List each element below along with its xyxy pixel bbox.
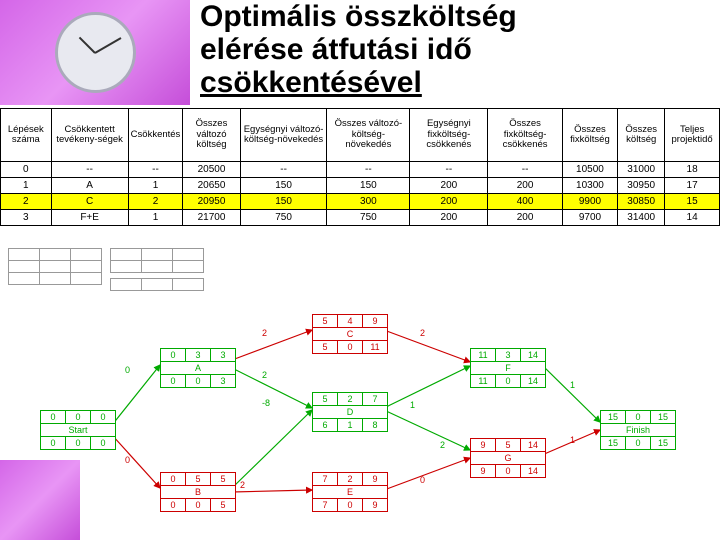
table-cell: 10300: [562, 178, 617, 194]
table-row: 2C22095015030020040099003085015: [1, 194, 720, 210]
table-cell: 150: [327, 178, 410, 194]
col-header: Összes költség: [618, 109, 665, 162]
col-header: Egységnyi fixköltség-csökkenés: [410, 109, 488, 162]
clock-decoration-top: [0, 0, 190, 105]
edge-label: -8: [262, 398, 270, 408]
node-d: 527D618: [312, 392, 388, 432]
table-cell: 15: [665, 194, 720, 210]
table-cell: 20950: [183, 194, 240, 210]
table-cell: 31400: [618, 210, 665, 226]
col-header: Összes változó-költség-növekedés: [327, 109, 410, 162]
table-row: 3F+E12170075075020020097003140014: [1, 210, 720, 226]
col-header: Teljes projektidő: [665, 109, 720, 162]
table-cell: 14: [665, 210, 720, 226]
table-cell: 30950: [618, 178, 665, 194]
table-row: 0----20500--------105003100018: [1, 162, 720, 178]
col-header: Egységnyi változó-költség-növekedés: [240, 109, 327, 162]
edge-label: 0: [420, 475, 425, 485]
table-cell: 200: [410, 194, 488, 210]
edge-label: 0: [125, 365, 130, 375]
table-cell: 1: [128, 178, 183, 194]
title-line-2: elérése átfutási idő: [200, 33, 472, 66]
table-cell: 20650: [183, 178, 240, 194]
edge-label: 2: [420, 328, 425, 338]
node-c: 549C5011: [312, 314, 388, 354]
network-diagram: 000Start000 033A003 055B005 549C5011 527D618…: [40, 310, 680, 530]
table-cell: 300: [327, 194, 410, 210]
table-cell: 20500: [183, 162, 240, 178]
edge-label: 0: [125, 455, 130, 465]
table-cell: --: [327, 162, 410, 178]
col-header: Lépések száma: [1, 109, 52, 162]
table-cell: 400: [488, 194, 562, 210]
table-cell: 9900: [562, 194, 617, 210]
table-cell: 18: [665, 162, 720, 178]
table-cell: --: [51, 162, 128, 178]
table-cell: 2: [1, 194, 52, 210]
table-cell: --: [128, 162, 183, 178]
table-cell: 750: [327, 210, 410, 226]
table-cell: 150: [240, 178, 327, 194]
table-cell: 31000: [618, 162, 665, 178]
table-cell: 17: [665, 178, 720, 194]
col-header: Összes fixköltség: [562, 109, 617, 162]
table-cell: 200: [410, 178, 488, 194]
table-cell: 200: [488, 178, 562, 194]
node-finish: 15015Finish15015: [600, 410, 676, 450]
page-title: Optimális összköltség elérése átfutási i…: [200, 0, 517, 99]
table-cell: F+E: [51, 210, 128, 226]
table-cell: 200: [488, 210, 562, 226]
title-line-3: csökkentésével: [200, 66, 422, 99]
col-header: Csökkentés: [128, 109, 183, 162]
table-cell: 30850: [618, 194, 665, 210]
mini-table-3: [110, 278, 204, 291]
mini-table-2: [110, 248, 204, 273]
node-a: 033A003: [160, 348, 236, 388]
table-cell: --: [410, 162, 488, 178]
table-cell: 3: [1, 210, 52, 226]
table-cell: --: [240, 162, 327, 178]
cost-table: Lépések számaCsökkentett tevékeny-ségekC…: [0, 108, 720, 226]
col-header: Összes fixköltség-csökkenés: [488, 109, 562, 162]
node-start: 000Start000: [40, 410, 116, 450]
table-cell: 150: [240, 194, 327, 210]
mini-table-1: [8, 248, 102, 285]
table-cell: C: [51, 194, 128, 210]
edge-label: 2: [262, 328, 267, 338]
table-cell: 2: [128, 194, 183, 210]
table-cell: 200: [410, 210, 488, 226]
edge-label: 1: [570, 435, 575, 445]
col-header: Összes változó költség: [183, 109, 240, 162]
edge-label: 2: [262, 370, 267, 380]
edge-label: 2: [440, 440, 445, 450]
edge-label: 1: [570, 380, 575, 390]
col-header: Csökkentett tevékeny-ségek: [51, 109, 128, 162]
node-f: 11314F11014: [470, 348, 546, 388]
node-e: 729E709: [312, 472, 388, 512]
table-cell: 9700: [562, 210, 617, 226]
table-cell: --: [488, 162, 562, 178]
table-cell: A: [51, 178, 128, 194]
table-cell: 750: [240, 210, 327, 226]
edge-label: 2: [240, 480, 245, 490]
table-row: 1A120650150150200200103003095017: [1, 178, 720, 194]
table-cell: 1: [1, 178, 52, 194]
table-cell: 0: [1, 162, 52, 178]
title-line-1: Optimális összköltség: [200, 0, 517, 33]
node-b: 055B005: [160, 472, 236, 512]
table-cell: 21700: [183, 210, 240, 226]
table-cell: 10500: [562, 162, 617, 178]
edge-label: 1: [410, 400, 415, 410]
node-g: 9514G9014: [470, 438, 546, 478]
table-cell: 1: [128, 210, 183, 226]
